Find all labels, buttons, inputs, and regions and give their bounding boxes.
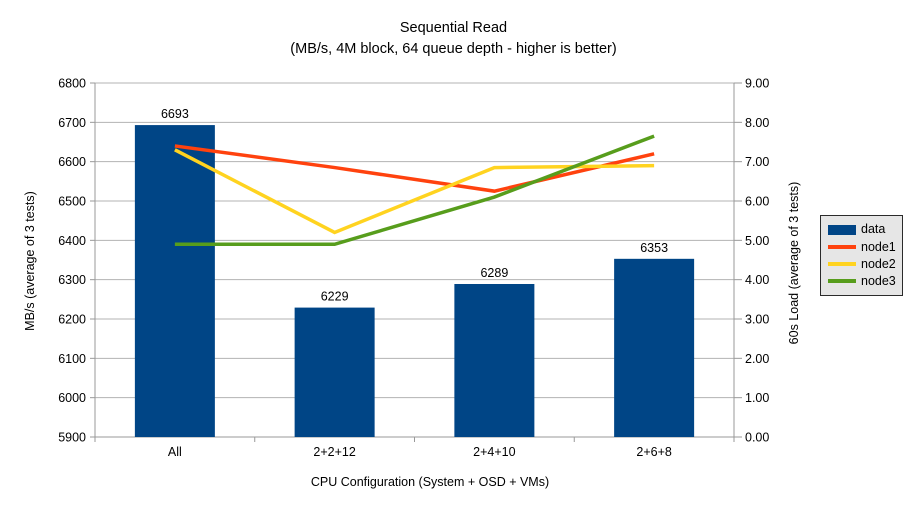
bar-value-label: 6353 xyxy=(640,241,668,255)
right-tick-label: 9.00 xyxy=(745,77,769,91)
right-tick-label: 3.00 xyxy=(745,313,769,327)
x-category-label: 2+2+12 xyxy=(313,445,355,459)
legend-item-data: data xyxy=(828,223,898,236)
bar-2+2+12 xyxy=(294,307,375,437)
left-tick-label: 5900 xyxy=(58,431,86,445)
bar-value-label: 6693 xyxy=(161,107,189,121)
right-axis-title: 60s Load (average of 3 tests) xyxy=(787,181,801,345)
x-category-label: 2+6+8 xyxy=(636,445,672,459)
legend-label-node2: node2 xyxy=(861,256,896,271)
legend-swatch-node1 xyxy=(828,244,856,249)
x-axis-title: CPU Configuration (System + OSD + VMs) xyxy=(310,475,550,489)
left-tick-label: 6000 xyxy=(58,391,86,405)
bar-2+6+8 xyxy=(614,258,695,437)
bar-value-label: 6289 xyxy=(480,266,508,280)
line-node1 xyxy=(174,144,655,193)
left-tick-label: 6200 xyxy=(58,313,86,327)
bar-All xyxy=(134,125,215,437)
left-tick-label: 6300 xyxy=(58,273,86,287)
legend-swatch-node2 xyxy=(828,262,856,267)
left-tick-label: 6100 xyxy=(58,352,86,366)
left-tick-label: 6500 xyxy=(58,195,86,209)
right-tick-label: 8.00 xyxy=(745,116,769,130)
left-axis-title: MB/s (average of 3 tests) xyxy=(23,191,37,331)
left-tick-label: 6700 xyxy=(58,116,86,130)
right-tick-label: 5.00 xyxy=(745,234,769,248)
right-tick-label: 4.00 xyxy=(745,273,769,287)
legend-item-node2: node2 xyxy=(828,258,898,271)
left-tick-label: 6800 xyxy=(58,77,86,91)
bar-value-label: 6229 xyxy=(321,290,349,304)
chart-subtitle: (MB/s, 4M block, 64 queue depth - higher… xyxy=(290,41,617,57)
legend-swatch-node3 xyxy=(828,279,856,284)
x-category-label: All xyxy=(168,445,182,459)
legend-swatch-data xyxy=(828,224,856,235)
legend-item-node3: node3 xyxy=(828,275,898,288)
line-node3 xyxy=(174,134,655,247)
right-tick-label: 2.00 xyxy=(745,352,769,366)
legend-item-node1: node1 xyxy=(828,241,898,254)
right-tick-label: 0.00 xyxy=(745,431,769,445)
legend: data node1 node2 node3 xyxy=(820,215,903,296)
legend-label-data: data xyxy=(861,222,886,237)
left-tick-label: 6600 xyxy=(58,155,86,169)
legend-label-node1: node1 xyxy=(861,239,896,254)
right-tick-label: 6.00 xyxy=(745,195,769,209)
right-tick-label: 1.00 xyxy=(745,391,769,405)
bar-2+4+10 xyxy=(454,283,535,437)
left-tick-label: 6400 xyxy=(58,234,86,248)
chart-title: Sequential Read xyxy=(399,20,508,36)
x-category-label: 2+4+10 xyxy=(473,445,515,459)
legend-label-node3: node3 xyxy=(861,274,896,289)
right-tick-label: 7.00 xyxy=(745,155,769,169)
